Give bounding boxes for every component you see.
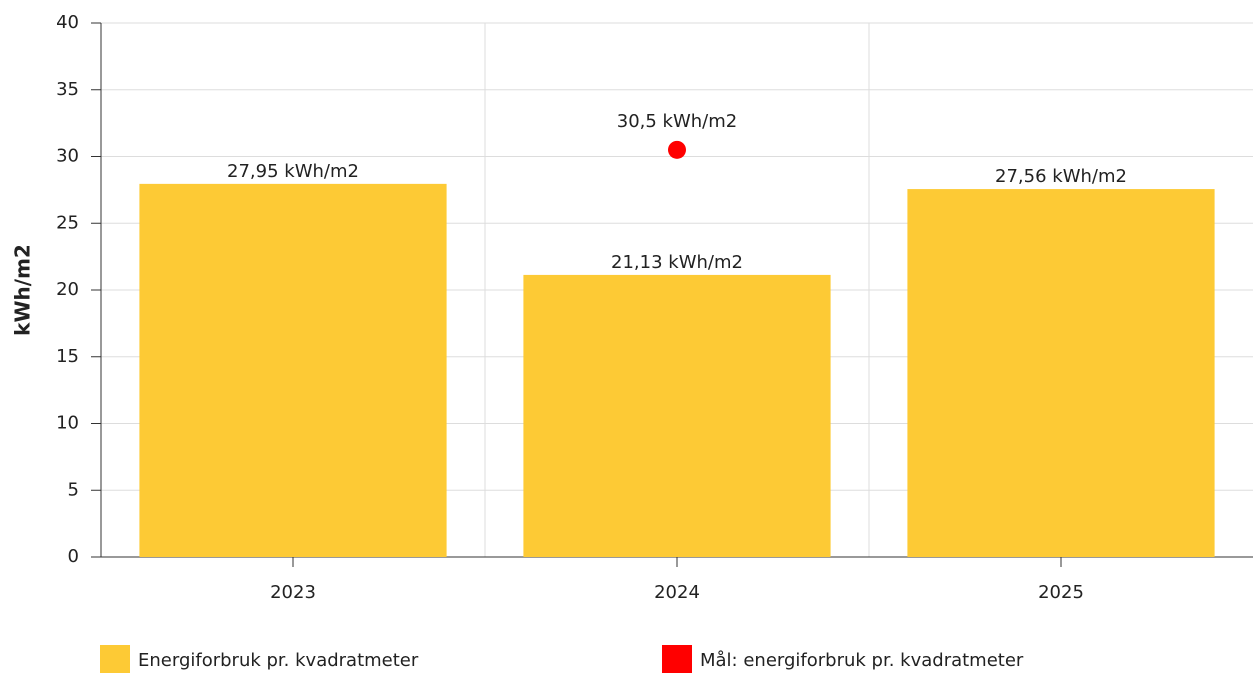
x-tick-label: 2025 [1038,582,1084,603]
x-tick-label: 2023 [270,582,316,603]
y-axis-label: kWh/m2 [11,244,35,336]
bar [907,189,1215,557]
legend-label: Mål: energiforbruk pr. kvadratmeter [700,650,1024,671]
y-tick-label: 10 [56,413,79,434]
data-label: 30,5 kWh/m2 [617,111,737,132]
y-tick-label: 35 [56,79,79,100]
y-tick-label: 5 [68,479,79,500]
bar [139,183,447,557]
legend-swatch [100,645,130,673]
y-tick-label: 15 [56,346,79,367]
legend-label: Energiforbruk pr. kvadratmeter [138,650,419,671]
y-tick-label: 20 [56,279,79,300]
data-label: 21,13 kWh/m2 [611,252,743,273]
bar [523,274,831,557]
legend-swatch [662,645,692,673]
x-tick-label: 2024 [654,582,700,603]
target-point [668,140,686,159]
data-label: 27,95 kWh/m2 [227,161,359,182]
y-tick-label: 40 [56,12,79,33]
y-tick-label: 25 [56,212,79,233]
y-tick-label: 0 [68,546,79,567]
data-label: 27,56 kWh/m2 [995,166,1127,187]
y-tick-label: 30 [56,146,79,167]
